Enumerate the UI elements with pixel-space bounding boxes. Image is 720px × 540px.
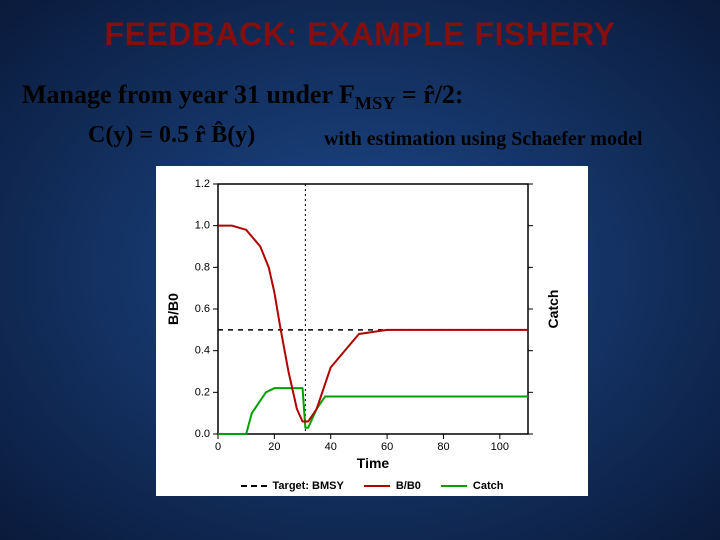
svg-text:Time: Time <box>357 455 390 470</box>
svg-text:60: 60 <box>381 441 393 453</box>
legend-item: Catch <box>441 480 504 492</box>
legend-item: Target: BMSY <box>241 480 344 492</box>
svg-text:20: 20 <box>268 441 280 453</box>
legend-swatch <box>364 485 390 487</box>
svg-text:0.8: 0.8 <box>195 261 210 273</box>
chart-svg: 0 20 40 60 80 100 0.0 0.2 0.4 0.6 0.8 1.0 1.2 Time B/B… <box>156 166 588 470</box>
legend-label: B/B0 <box>396 480 421 492</box>
svg-text:40: 40 <box>325 441 337 453</box>
svg-text:1.0: 1.0 <box>195 220 210 232</box>
slide-title: FEEDBACK: EXAMPLE FISHERY <box>0 16 720 53</box>
chart-panel: 0 20 40 60 80 100 0.0 0.2 0.4 0.6 0.8 1.0 1.2 Time B/B… <box>156 166 588 496</box>
svg-text:0.6: 0.6 <box>195 303 210 315</box>
legend-item: B/B0 <box>364 480 421 492</box>
svg-text:0: 0 <box>215 441 221 453</box>
svg-text:1.2: 1.2 <box>195 178 210 190</box>
svg-text:0.4: 0.4 <box>195 345 210 357</box>
estimation-note: with estimation using Schaefer model <box>324 128 643 151</box>
legend-label: Target: BMSY <box>273 480 344 492</box>
legend-label: Catch <box>473 480 504 492</box>
svg-text:0.2: 0.2 <box>195 386 210 398</box>
legend-swatch <box>441 485 467 487</box>
catch-formula: C(y) = 0.5 r̂ B̂(y) <box>88 122 255 149</box>
svg-text:80: 80 <box>437 441 449 453</box>
slide-root: FEEDBACK: EXAMPLE FISHERY Manage from ye… <box>0 0 720 540</box>
svg-text:100: 100 <box>491 441 509 453</box>
svg-text:B/B0: B/B0 <box>165 293 181 325</box>
svg-text:0.0: 0.0 <box>195 428 210 440</box>
chart-legend: Target: BMSY B/B0 Catch <box>156 480 588 492</box>
svg-text:Catch: Catch <box>545 290 561 329</box>
slide-subtitle: Manage from year 31 under FMSY = r̂/2: <box>22 80 464 114</box>
legend-swatch <box>241 485 267 487</box>
